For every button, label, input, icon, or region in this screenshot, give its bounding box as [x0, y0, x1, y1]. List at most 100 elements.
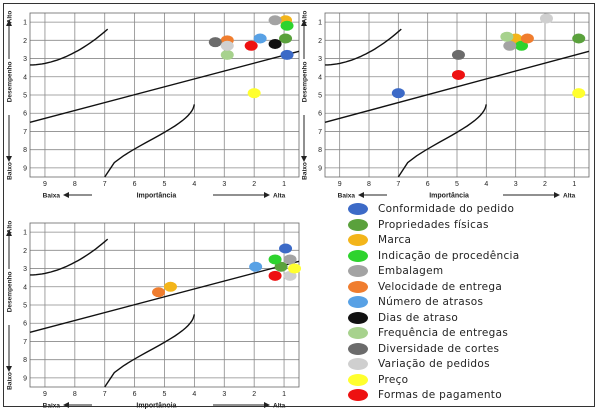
y-high-label: Alto: [302, 11, 309, 24]
x-tick-label: 4: [192, 181, 196, 188]
y-tick-label: 5: [318, 93, 322, 100]
boundary-curve-upper: [325, 28, 402, 66]
boundary-curve-upper: [30, 28, 109, 66]
x-tick-label: 2: [252, 181, 256, 188]
legend-label: Número de atrasos: [378, 296, 484, 308]
y-tick-label: 6: [23, 111, 27, 118]
plot-border: [29, 12, 300, 178]
data-point: [220, 49, 234, 60]
x-low-label: Baixa: [338, 193, 356, 200]
y-tick-label: 5: [23, 303, 27, 310]
legend-item: Frequência de entregas: [348, 327, 508, 339]
grid: [30, 223, 299, 387]
data-point: [268, 38, 282, 49]
x-axis-title: Importância: [137, 193, 177, 200]
x-low-label: Baixa: [43, 403, 61, 410]
y-tick-label: 4: [318, 74, 322, 81]
data-point: [247, 88, 261, 99]
data-point: [280, 49, 294, 60]
y-tick-label: 3: [23, 266, 27, 273]
legend-swatch: [348, 389, 368, 401]
y-tick-label: 9: [23, 165, 27, 172]
legend-item: Preço: [348, 373, 409, 386]
legend-swatch: [348, 358, 368, 370]
y-axis-title: Desempenho: [7, 61, 14, 102]
data-point: [280, 20, 294, 31]
x-tick-label: 6: [133, 391, 137, 398]
legend-label: Variação de pedidos: [378, 358, 490, 370]
x-axis-title: Importância: [429, 193, 469, 200]
legend-swatch: [348, 327, 368, 339]
x-high-label: Alta: [273, 193, 286, 200]
y-tick-label: 1: [318, 20, 322, 27]
legend-item: Conformidade do pedido: [348, 203, 514, 215]
x-tick-label: 8: [367, 181, 371, 188]
y-tick-label: 2: [318, 38, 322, 45]
x-tick-label: 1: [572, 181, 576, 188]
y-low-label: Baixo: [7, 372, 14, 390]
data-point: [152, 287, 166, 298]
x-tick-label: 3: [222, 181, 226, 188]
boundary-line-middle: [29, 260, 300, 333]
x-tick-label: 7: [103, 181, 107, 188]
boundary-curve-lower: [104, 104, 195, 178]
x-tick-label: 5: [455, 181, 459, 188]
legend-label: Frequência de entregas: [378, 327, 509, 339]
data-point: [220, 40, 234, 51]
y-tick-label: 3: [23, 56, 27, 63]
y-high-label: Alto: [7, 221, 14, 234]
data-point: [244, 40, 258, 51]
y-tick-label: 8: [23, 147, 27, 154]
legend-label: Preço: [378, 373, 409, 386]
legend-label: Velocidade de entrega: [378, 280, 503, 293]
legend-swatch: [348, 373, 368, 386]
legend-item: Formas de pagamento: [348, 389, 502, 401]
y-tick-label: 8: [23, 357, 27, 364]
data-point: [268, 15, 282, 26]
y-tick-label: 8: [318, 147, 322, 154]
y-tick-label: 1: [23, 230, 27, 237]
x-tick-label: 7: [103, 391, 107, 398]
plot-border: [324, 12, 590, 178]
legend-swatch: [348, 203, 368, 215]
data-point: [539, 13, 553, 24]
y-tick-label: 7: [318, 129, 322, 136]
data-point: [283, 254, 297, 265]
legend-item: Indicação de procedência: [348, 249, 520, 262]
x-tick-label: 4: [484, 181, 488, 188]
legend-label: Marca: [378, 234, 412, 246]
data-point: [288, 263, 302, 274]
x-tick-label: 8: [73, 391, 77, 398]
legend-item: Dias de atraso: [348, 311, 458, 324]
data-point: [391, 88, 405, 99]
y-tick-label: 4: [23, 74, 27, 81]
data-point: [253, 33, 267, 44]
y-low-label: Baixo: [7, 162, 14, 180]
legend-label: Formas de pagamento: [378, 389, 502, 401]
legend-item: Número de atrasos: [348, 296, 483, 308]
x-tick-label: 2: [252, 391, 256, 398]
data-point: [279, 243, 293, 254]
data-point: [572, 33, 586, 44]
y-low-label: Baixo: [302, 162, 309, 180]
y-tick-label: 5: [23, 93, 27, 100]
x-low-label: Baixa: [43, 193, 61, 200]
y-axis-title: Desempenho: [302, 61, 309, 102]
x-tick-label: 1: [282, 391, 286, 398]
legend-item: Velocidade de entrega: [348, 280, 503, 293]
legend-item: Embalagem: [348, 265, 443, 277]
legend-label: Embalagem: [378, 265, 444, 277]
data-point: [503, 40, 517, 51]
x-tick-label: 5: [163, 391, 167, 398]
x-tick-label: 6: [426, 181, 430, 188]
legend-item: Marca: [348, 234, 411, 246]
legend-swatch: [348, 234, 368, 246]
y-tick-label: 6: [318, 111, 322, 118]
x-tick-label: 3: [514, 181, 518, 188]
x-tick-label: 6: [133, 181, 137, 188]
data-point: [249, 261, 263, 272]
data-point: [279, 33, 293, 44]
data-point: [163, 281, 177, 292]
data-point: [500, 31, 514, 42]
